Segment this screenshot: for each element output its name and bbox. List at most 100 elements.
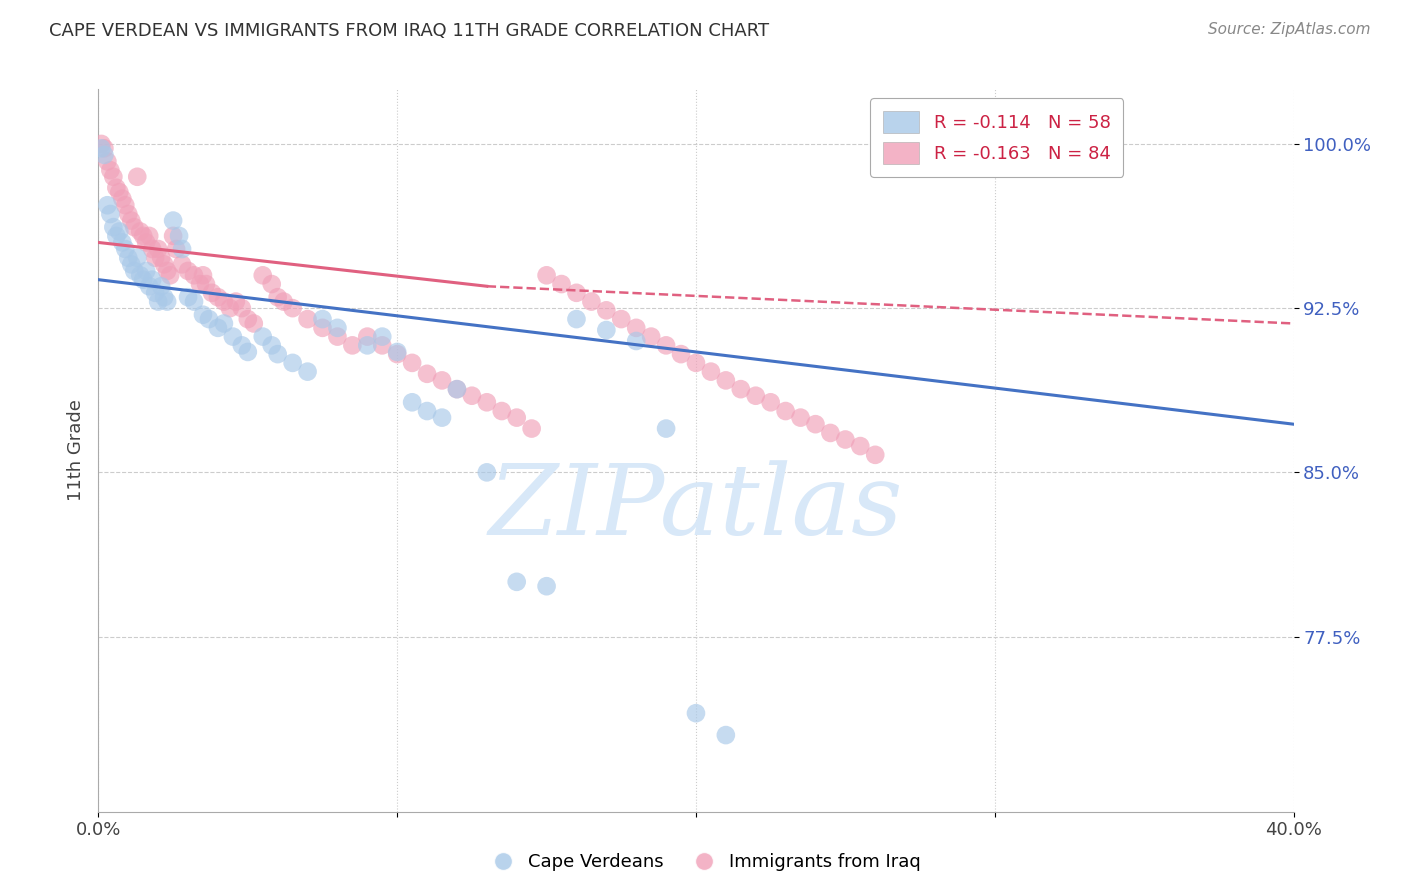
Point [430, 410, 453, 425]
Point [201, 285, 224, 300]
Point [267, 347, 290, 361]
Point [252, 329, 274, 343]
Point [191, 308, 214, 322]
Point [475, 395, 498, 409]
Point [98, 207, 122, 221]
Point [212, 317, 235, 331]
Point [506, 574, 529, 589]
Point [198, 312, 221, 326]
Point [162, 213, 184, 227]
Point [177, 264, 200, 278]
Point [141, 273, 163, 287]
Point [148, 242, 170, 256]
Point [626, 321, 648, 335]
Point [759, 395, 782, 409]
Text: Source: ZipAtlas.com: Source: ZipAtlas.com [1208, 22, 1371, 37]
Point [236, 312, 259, 326]
Point [135, 235, 157, 250]
Point [162, 228, 184, 243]
Point [141, 242, 163, 256]
Point [124, 264, 146, 278]
Point [132, 273, 155, 287]
Point [820, 425, 842, 440]
Point [385, 345, 409, 359]
Point [167, 228, 190, 243]
Point [446, 382, 468, 396]
Point [595, 323, 617, 337]
Point [225, 294, 247, 309]
Point [117, 251, 139, 265]
Point [103, 169, 125, 184]
Point [127, 169, 149, 184]
Point [789, 410, 811, 425]
Point [231, 338, 253, 352]
Point [183, 268, 205, 283]
Point [685, 706, 707, 721]
Point [475, 466, 498, 480]
Point [165, 242, 187, 256]
Point [96, 154, 118, 169]
Point [114, 198, 136, 212]
Point [640, 329, 662, 343]
Point [565, 312, 588, 326]
Text: ZIPatlas: ZIPatlas [489, 460, 903, 556]
Point [385, 347, 409, 361]
Point [655, 421, 678, 435]
Point [150, 279, 173, 293]
Point [297, 365, 319, 379]
Point [90, 141, 112, 155]
Legend: R = -0.114   N = 58, R = -0.163   N = 84: R = -0.114 N = 58, R = -0.163 N = 84 [870, 98, 1123, 177]
Point [281, 301, 304, 315]
Point [243, 317, 266, 331]
Point [212, 294, 235, 309]
Point [96, 198, 118, 212]
Point [669, 347, 692, 361]
Point [188, 277, 211, 291]
Point [138, 228, 160, 243]
Point [506, 410, 529, 425]
Point [129, 268, 152, 283]
Point [156, 294, 179, 309]
Point [730, 382, 752, 396]
Point [90, 136, 112, 151]
Point [655, 338, 678, 352]
Point [430, 373, 453, 387]
Point [236, 345, 259, 359]
Point [207, 290, 229, 304]
Point [714, 728, 737, 742]
Point [222, 329, 245, 343]
Point [311, 321, 333, 335]
Point [267, 290, 290, 304]
Point [143, 251, 166, 265]
Point [326, 329, 349, 343]
Point [172, 257, 194, 271]
Point [135, 264, 157, 278]
Point [111, 235, 134, 250]
Point [260, 338, 283, 352]
Point [595, 303, 617, 318]
Point [105, 228, 128, 243]
Point [685, 356, 707, 370]
Point [108, 185, 131, 199]
Point [195, 277, 218, 291]
Point [342, 338, 364, 352]
Point [111, 192, 134, 206]
Point [120, 213, 142, 227]
Point [775, 404, 797, 418]
Point [153, 257, 176, 271]
Point [98, 163, 122, 178]
Point [446, 382, 468, 396]
Point [177, 290, 200, 304]
Point [143, 285, 166, 300]
Point [219, 301, 242, 315]
Point [127, 251, 149, 265]
Point [108, 225, 131, 239]
Point [273, 294, 295, 309]
Point [172, 242, 194, 256]
Point [132, 228, 155, 243]
Point [401, 356, 423, 370]
Point [356, 329, 378, 343]
Point [129, 225, 152, 239]
Point [804, 417, 827, 432]
Point [356, 338, 378, 352]
